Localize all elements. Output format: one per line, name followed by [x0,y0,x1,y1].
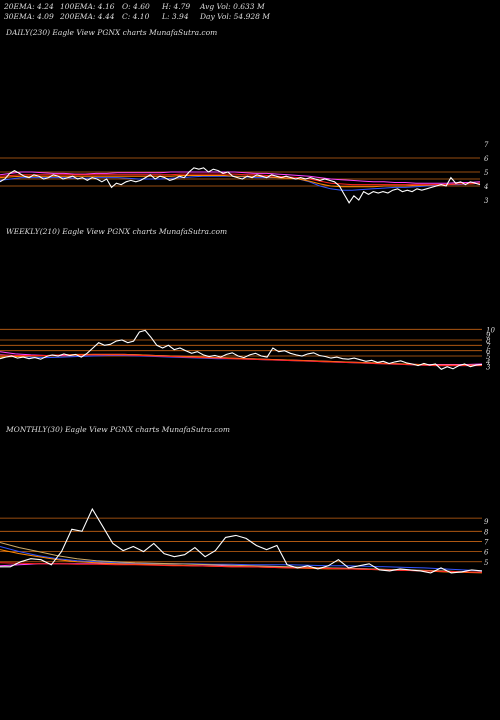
daily-ytick-6: 6 [484,155,489,163]
weekly-price-line [0,329,483,370]
weekly-ytick-3: 3 [486,364,491,372]
monthly-ytick-8: 8 [484,528,489,536]
monthly-chart: 9 8 7 6 5 [0,507,489,574]
ema100-label: 100EMA: 4.16 [60,2,115,11]
monthly-ytick-7: 7 [484,538,489,546]
monthly-ema_blue-line [0,546,483,572]
daily-panel-title: DAILY(230) Eagle View PGNX charts Munafa… [6,28,218,37]
daily-ytick-3: 3 [484,197,489,205]
weekly-ytick-9: 9 [486,332,491,340]
ema200-label: 200EMA: 4.44 [60,12,115,21]
weekly-ytick-7: 7 [486,342,491,350]
weekly-ytick-8: 8 [486,337,491,345]
monthly-ema_red-line [0,562,483,573]
weekly-ytick-4: 4 [485,358,490,366]
monthly-ytick-6: 6 [484,549,489,557]
ema30-label: 30EMA: 4.09 [4,12,54,21]
daily-ema_orange-line [0,175,481,188]
monthly-panel-title: MONTHLY(30) Eagle View PGNX charts Munaf… [6,425,231,434]
weekly-ytick-5: 5 [486,353,491,361]
weekly-ytick-6: 6 [486,348,491,356]
avg-vol-label: Avg Vol: 0.633 M [200,2,265,11]
low-label: L: 3.94 [162,12,189,21]
daily-chart: 7 6 5 4 3 [0,141,489,205]
close-label: C: 4.10 [122,12,150,21]
weekly-panel-title: WEEKLY(210) Eagle View PGNX charts Munaf… [6,227,228,236]
weekly-ytick-10: 10 [486,326,495,334]
monthly-ytick-9: 9 [484,518,489,526]
day-vol-label: Day Vol: 54.928 M [200,12,270,21]
daily-price-line [0,167,481,204]
monthly-ytick-5: 5 [484,559,489,567]
daily-ytick-5: 5 [484,169,489,177]
ema20-label: 20EMA: 4.24 [4,2,54,11]
open-label: O: 4.60 [122,2,150,11]
weekly-ema_red-line [0,354,482,367]
daily-ema_red-line [0,173,481,186]
high-label: H: 4.79 [162,2,191,11]
daily-ytick-4: 4 [483,183,488,191]
daily-ema_magenta-line [0,171,481,184]
monthly-price-line [0,507,483,574]
daily-ytick-7: 7 [484,141,489,149]
